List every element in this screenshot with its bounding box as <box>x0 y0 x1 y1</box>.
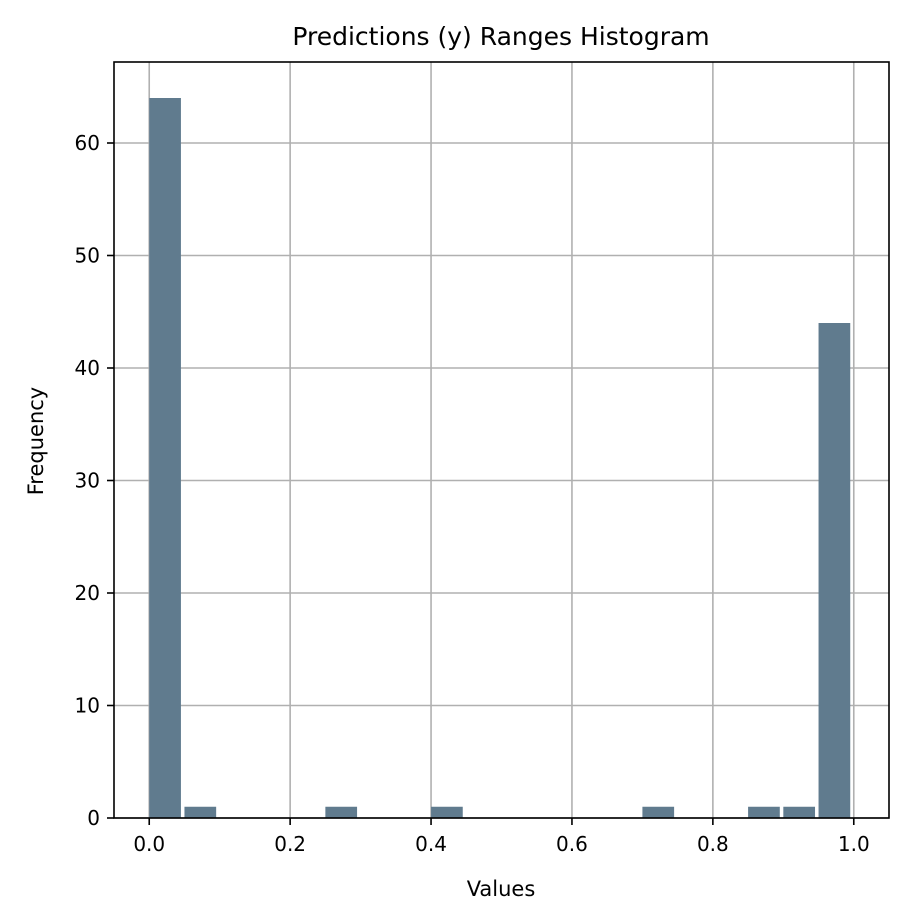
x-tick-label: 0.6 <box>556 832 588 856</box>
x-tick-label: 0.2 <box>274 832 306 856</box>
histogram-bar <box>783 806 816 818</box>
axis-ticks: 0.0 0.2 0.4 0.6 0.8 1.0 0 10 20 30 40 50 60 <box>75 131 870 856</box>
chart-title: Predictions (y) Ranges Histogram <box>292 22 709 51</box>
histogram-bar <box>431 806 463 818</box>
histogram-bar <box>642 806 675 818</box>
y-tick-label: 0 <box>87 806 100 830</box>
x-tick-label: 1.0 <box>838 832 870 856</box>
grid-lines <box>114 62 889 819</box>
histogram-bar <box>325 806 358 818</box>
x-tick-label: 0.4 <box>415 832 447 856</box>
y-tick-label: 20 <box>75 581 100 605</box>
y-axis-label: Frequency <box>24 387 48 496</box>
y-tick-label: 50 <box>75 244 100 268</box>
histogram-bar <box>748 806 780 818</box>
histogram-bar <box>818 323 851 818</box>
y-tick-label: 40 <box>75 356 100 380</box>
histogram-bars <box>149 98 851 818</box>
plot-frame <box>113 61 890 819</box>
x-tick-label: 0.0 <box>133 832 165 856</box>
x-axis-label: Values <box>467 877 536 901</box>
histogram-bar <box>184 806 217 818</box>
x-tick-label: 0.8 <box>697 832 729 856</box>
histogram-bar <box>149 98 181 818</box>
y-tick-label: 10 <box>75 694 100 718</box>
y-tick-label: 30 <box>75 469 100 493</box>
y-tick-label: 60 <box>75 131 100 155</box>
